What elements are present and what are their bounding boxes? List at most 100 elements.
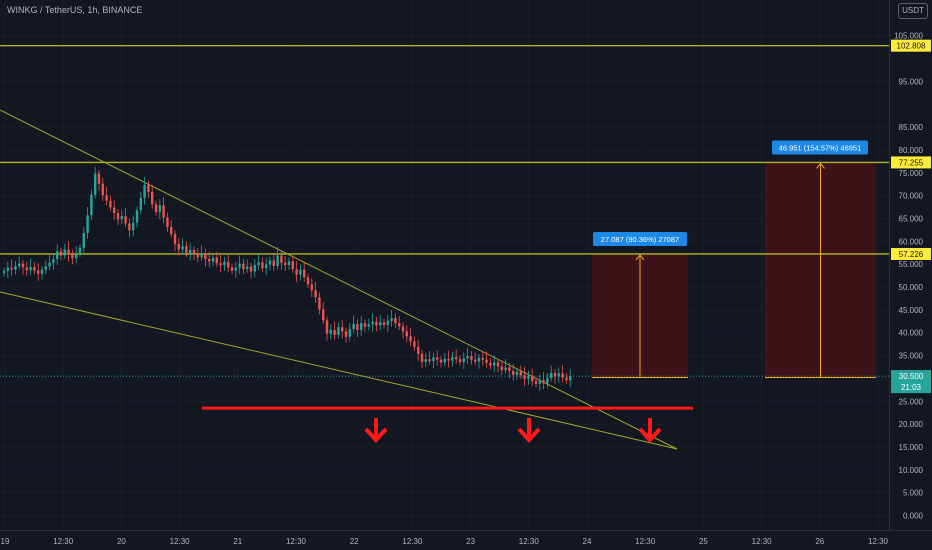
candle-body <box>18 263 21 266</box>
candle-body <box>90 194 93 216</box>
candle-body <box>303 269 306 278</box>
candle-body <box>261 262 264 269</box>
candle-body <box>44 266 47 270</box>
price-level-label: 57.226 <box>899 250 924 259</box>
candle-body <box>557 373 560 377</box>
candle-body <box>367 324 370 327</box>
target-label-bg <box>593 231 687 246</box>
candle-body <box>565 377 568 381</box>
price-tick-label: 5.000 <box>903 489 924 498</box>
candle-body <box>291 261 294 270</box>
candle-body <box>37 270 40 274</box>
candle-body <box>25 267 28 271</box>
current-price-label: 30.500 <box>899 372 924 381</box>
candle-body <box>500 366 503 371</box>
support-annotation <box>202 406 693 443</box>
candle-body <box>333 329 336 335</box>
candle-body <box>124 216 127 224</box>
target-label: 27.087 (90.36%) 27087 <box>601 235 679 244</box>
time-tick-label: 12:30 <box>170 537 191 546</box>
currency-button[interactable]: USDT <box>898 3 928 19</box>
candle-body <box>97 173 101 184</box>
candle-body <box>143 185 146 198</box>
candle-body <box>523 375 526 379</box>
price-tick-label: 70.000 <box>899 192 924 201</box>
candle-body <box>409 336 412 342</box>
price-tick-label: 60.000 <box>899 237 924 246</box>
candle-body <box>242 263 245 270</box>
time-tick-label: 20 <box>117 537 126 546</box>
candles <box>2 166 572 391</box>
candle-body <box>113 207 116 213</box>
candle-body <box>474 359 477 362</box>
candle-body <box>52 259 55 263</box>
price-level-label: 77.255 <box>899 158 924 167</box>
candle-body <box>485 359 488 363</box>
candle-body <box>428 359 431 362</box>
price-axis-panel <box>890 0 932 530</box>
symbol-title: WINKG / TetherUS, 1h, BINANCE <box>7 5 143 15</box>
candle-body <box>257 262 260 266</box>
time-tick-label: 21 <box>233 537 242 546</box>
price-tick-label: 75.000 <box>899 169 924 178</box>
candle-body <box>234 267 237 271</box>
candle-body <box>56 251 59 260</box>
candle-body <box>534 381 538 384</box>
candle-body <box>29 266 32 271</box>
candle-body <box>569 376 572 381</box>
candle-body <box>504 367 507 371</box>
candle-body <box>14 265 17 270</box>
candle-body <box>238 263 241 268</box>
price-level-label-bg <box>891 247 931 260</box>
time-tick-label: 12:30 <box>402 537 423 546</box>
candle-body <box>208 259 211 262</box>
candle-body <box>344 331 348 337</box>
candle-body <box>227 261 230 268</box>
candle-body <box>211 257 215 262</box>
candle-body <box>455 356 458 360</box>
down-arrow-icon <box>638 427 662 443</box>
candle-body <box>493 362 496 366</box>
candle-body <box>466 356 469 359</box>
price-tick-label: 20.000 <box>899 420 924 429</box>
candle-body <box>352 324 355 330</box>
candle-body <box>166 217 169 228</box>
time-tick-label: 23 <box>466 537 475 546</box>
candle-body <box>33 266 36 271</box>
candle-body <box>436 357 439 360</box>
candle-body <box>78 247 82 254</box>
candle-body <box>447 358 450 361</box>
price-level-label: 102.808 <box>897 42 926 51</box>
price-tick-label: 10.000 <box>899 466 924 475</box>
candle-body <box>284 262 287 266</box>
candle-body <box>443 358 446 363</box>
time-tick-label: 12:30 <box>868 537 889 546</box>
candle-body <box>451 356 454 361</box>
current-price-label-bg <box>891 370 931 394</box>
candle-body <box>223 261 226 266</box>
candle-body <box>306 277 310 285</box>
candle-body <box>356 324 359 330</box>
time-tick-label: 22 <box>350 537 359 546</box>
candle-body <box>360 323 363 330</box>
candle-body <box>158 205 161 213</box>
price-level-label-bg <box>891 156 931 169</box>
candle-body <box>314 290 317 298</box>
time-axis: 19 12:30 20 12:30 21 12:30 22 12:30 23 12:30 24 12:… <box>1 537 889 546</box>
target-arrow-head <box>635 254 645 261</box>
candle-body <box>363 323 367 327</box>
time-tick-label: 12:30 <box>752 537 773 546</box>
price-tick-label: 0.000 <box>903 512 924 521</box>
candle-body <box>481 357 484 360</box>
candle-body <box>508 367 511 372</box>
candle-body <box>139 197 142 211</box>
candle-body <box>86 215 89 234</box>
price-tick-label: 95.000 <box>899 77 924 86</box>
time-tick-label: 12:30 <box>519 537 540 546</box>
price-tick-label: 65.000 <box>899 214 924 223</box>
candle-body <box>177 244 180 250</box>
candle-body <box>196 254 199 258</box>
candle-body <box>382 322 386 325</box>
candle-body <box>268 260 272 265</box>
